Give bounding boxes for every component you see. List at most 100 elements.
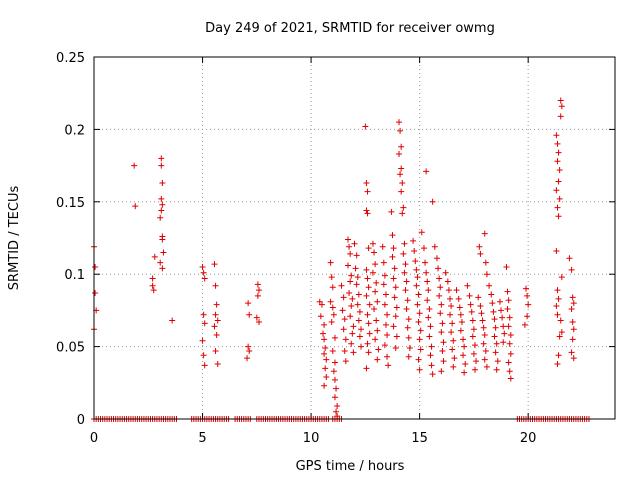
y-tick-label: 0 <box>77 413 85 428</box>
data-point <box>331 334 338 341</box>
data-point <box>569 336 576 343</box>
data-point <box>415 356 422 363</box>
data-point <box>412 258 419 265</box>
data-point <box>354 301 361 308</box>
data-point <box>212 347 219 354</box>
data-point <box>524 313 531 320</box>
data-point <box>413 282 420 289</box>
data-point <box>521 321 528 328</box>
data-point <box>391 294 398 301</box>
data-point <box>418 229 425 236</box>
data-point <box>457 311 464 318</box>
data-point <box>416 336 423 343</box>
data-point <box>158 155 165 162</box>
data-point <box>558 329 565 336</box>
data-point <box>348 303 355 310</box>
data-point <box>471 342 478 349</box>
data-point <box>460 336 467 343</box>
data-point <box>149 282 156 289</box>
data-point <box>398 165 405 172</box>
data-point <box>415 318 422 325</box>
data-point <box>477 250 484 257</box>
data-point <box>351 240 358 247</box>
data-point <box>423 168 430 175</box>
data-point <box>353 252 360 259</box>
data-point <box>199 263 206 270</box>
data-point <box>448 303 455 310</box>
chart-title: Day 249 of 2021, SRMTID for receiver owm… <box>205 21 495 36</box>
data-point <box>369 269 376 276</box>
data-point <box>322 345 329 352</box>
data-point <box>384 332 391 339</box>
data-point <box>380 281 387 288</box>
data-point <box>201 362 208 369</box>
y-tick-label: 0.25 <box>56 51 85 66</box>
data-point <box>405 316 412 323</box>
data-point <box>369 240 376 247</box>
data-point <box>494 358 501 365</box>
data-point <box>200 311 207 318</box>
data-point <box>365 284 372 291</box>
data-point <box>500 323 507 330</box>
data-point <box>365 320 372 327</box>
data-point <box>481 230 488 237</box>
data-point <box>151 253 158 260</box>
data-point <box>522 285 529 292</box>
data-point <box>382 321 389 328</box>
data-point <box>159 201 166 208</box>
data-point <box>439 320 446 327</box>
data-point <box>505 359 512 366</box>
data-point <box>475 294 482 301</box>
data-point <box>330 311 337 318</box>
x-tick-label: 0 <box>90 431 98 446</box>
data-point <box>556 195 563 202</box>
data-point <box>390 323 397 330</box>
data-point <box>503 263 510 270</box>
data-point <box>403 278 410 285</box>
data-point <box>554 287 561 294</box>
data-point <box>553 303 560 310</box>
data-point <box>478 310 485 317</box>
data-point <box>362 123 369 130</box>
data-point <box>331 394 338 401</box>
data-point <box>211 323 218 330</box>
data-point <box>323 374 330 381</box>
data-point <box>349 330 356 337</box>
data-point <box>433 255 440 262</box>
data-point <box>393 304 400 311</box>
data-point <box>554 158 561 165</box>
data-point <box>389 232 396 239</box>
data-point <box>371 305 378 312</box>
data-point <box>364 275 371 282</box>
data-point <box>373 279 380 286</box>
data-point <box>381 342 388 349</box>
data-point <box>339 307 346 314</box>
data-point <box>402 261 409 268</box>
data-point <box>159 179 166 186</box>
data-point <box>363 266 370 273</box>
data-point <box>492 324 499 331</box>
data-point <box>321 382 328 389</box>
data-point <box>568 349 575 356</box>
data-point <box>366 301 373 308</box>
data-point <box>212 282 219 289</box>
data-point <box>398 143 405 150</box>
data-point <box>420 245 427 252</box>
data-point <box>444 278 451 285</box>
data-point <box>493 366 500 373</box>
data-point <box>246 347 253 354</box>
data-point <box>352 265 359 272</box>
data-point <box>169 317 176 324</box>
data-point <box>355 317 362 324</box>
data-point <box>481 332 488 339</box>
data-point <box>400 250 407 257</box>
data-point <box>397 171 404 178</box>
data-point <box>505 323 512 330</box>
data-point <box>555 352 562 359</box>
data-point <box>427 352 434 359</box>
data-point <box>492 349 499 356</box>
data-point <box>398 188 405 195</box>
data-point <box>481 356 488 363</box>
data-point <box>318 301 325 308</box>
data-point <box>447 311 454 318</box>
